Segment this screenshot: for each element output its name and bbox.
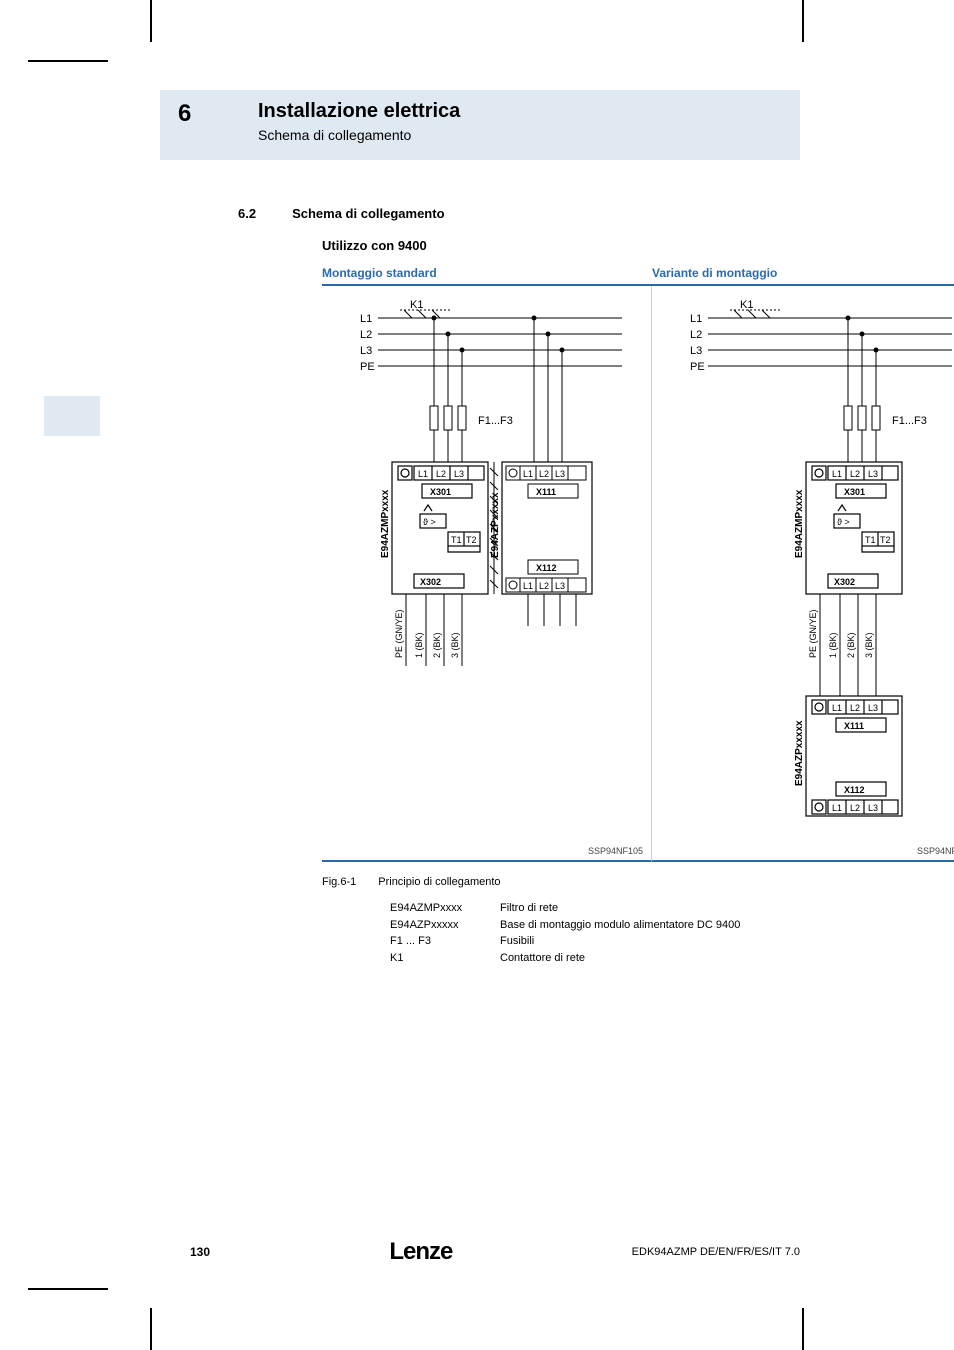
svg-text:L3: L3 [868, 703, 878, 713]
legend: E94AZMPxxxxFiltro di rete E94AZPxxxxxBas… [390, 900, 740, 966]
s-term-l2: L2 [539, 469, 549, 479]
svg-text:L1: L1 [832, 703, 842, 713]
theta-label: ϑ > [423, 517, 436, 527]
svg-text:L3: L3 [868, 803, 878, 813]
svg-text:X111: X111 [844, 721, 864, 731]
svg-text:ϑ >: ϑ > [837, 517, 850, 527]
crop-mark [28, 60, 108, 62]
chapter-header: 6 Installazione elettrica Schema di coll… [160, 90, 800, 160]
contactor-label-r: K1 [740, 299, 753, 311]
line-l2: L2 [360, 329, 372, 341]
filter-model-r: E94AZMPxxxx [794, 489, 805, 558]
filter-model: E94AZMPxxxx [380, 489, 391, 558]
usage-title: Utilizzo con 9400 [322, 238, 427, 253]
legend-row: K1Contattore di rete [390, 950, 740, 967]
svg-text:PE (GN/YE): PE (GN/YE) [808, 609, 818, 658]
svg-text:T2: T2 [880, 535, 891, 545]
fuses-label-r: F1...F3 [892, 415, 927, 427]
x111-label: X111 [536, 487, 556, 497]
svg-text:L1: L1 [832, 469, 842, 479]
figure-label: Fig.6-1 [322, 876, 356, 888]
legend-row: F1 ... F3Fusibili [390, 933, 740, 950]
schematic-variant: K1 L1 L2 L3 PE [652, 286, 954, 846]
svg-text:L3: L3 [868, 469, 878, 479]
svg-text:L1: L1 [832, 803, 842, 813]
wire-3: 3 (BK) [450, 632, 460, 658]
schematic-standard: K1 L1 L2 L3 PE [322, 286, 652, 846]
sb-term-l2: L2 [539, 581, 549, 591]
svg-text:L2: L2 [850, 803, 860, 813]
x301-label: X301 [430, 487, 451, 497]
wire-2: 2 (BK) [432, 632, 442, 658]
legend-row: E94AZPxxxxxBase di montaggio modulo alim… [390, 917, 740, 934]
sb-term-l3: L3 [555, 581, 565, 591]
chapter-title: Installazione elettrica [258, 100, 460, 123]
crop-mark [150, 1308, 152, 1350]
column2-title: Variante di montaggio [652, 266, 777, 280]
svg-text:L2: L2 [850, 469, 860, 479]
section-number: 6.2 [238, 206, 256, 221]
line-pe-r: PE [690, 361, 705, 373]
line-l1: L1 [360, 313, 372, 325]
fuses-label: F1...F3 [478, 415, 513, 427]
line-pe: PE [360, 361, 375, 373]
contactor-label: K1 [410, 299, 423, 311]
t1-label: T1 [451, 535, 462, 545]
svg-text:X301: X301 [844, 487, 865, 497]
line-l2-r: L2 [690, 329, 702, 341]
s-term-l1: L1 [523, 469, 533, 479]
supply-model-r: E94AZPxxxxx [794, 720, 805, 786]
side-tab [44, 396, 100, 436]
svg-text:1 (BK): 1 (BK) [828, 632, 838, 658]
chapter-number: 6 [178, 100, 258, 128]
term-l3: L3 [454, 469, 464, 479]
doc-code: EDK94AZMP DE/EN/FR/ES/IT 7.0 [632, 1246, 800, 1258]
line-l1-r: L1 [690, 313, 702, 325]
diagram-variant: K1 L1 L2 L3 PE [652, 286, 954, 862]
wire-1: 1 (BK) [414, 632, 424, 658]
page-footer: 130 Lenze EDK94AZMP DE/EN/FR/ES/IT 7.0 [190, 1238, 800, 1266]
chapter-subtitle: Schema di collegamento [258, 127, 460, 143]
wire-pe: PE (GN/YE) [394, 609, 404, 658]
figure-caption: Fig.6-1 Principio di collegamento [322, 876, 501, 888]
diagram-container: Montaggio standard Variante di montaggio… [322, 266, 954, 862]
svg-text:X112: X112 [844, 785, 865, 795]
line-l3-r: L3 [690, 345, 702, 357]
line-l3: L3 [360, 345, 372, 357]
sb-term-l1: L1 [523, 581, 533, 591]
s-term-l3: L3 [555, 469, 565, 479]
svg-text:X302: X302 [834, 577, 855, 587]
crop-mark [28, 1288, 108, 1290]
term-l1: L1 [418, 469, 428, 479]
crop-mark [150, 0, 152, 42]
svg-text:T1: T1 [865, 535, 876, 545]
ssp-code-r: SSP94NF105 [917, 846, 954, 856]
diagram-standard: K1 L1 L2 L3 PE [322, 286, 652, 862]
x302-label: X302 [420, 577, 441, 587]
crop-mark [802, 0, 804, 42]
svg-text:L2: L2 [850, 703, 860, 713]
term-l2: L2 [436, 469, 446, 479]
x112-label: X112 [536, 563, 557, 573]
svg-text:3 (BK): 3 (BK) [864, 632, 874, 658]
column1-title: Montaggio standard [322, 266, 652, 280]
ssp-code: SSP94NF105 [588, 846, 643, 856]
figure-text: Principio di collegamento [378, 876, 500, 888]
legend-row: E94AZMPxxxxFiltro di rete [390, 900, 740, 917]
svg-text:2 (BK): 2 (BK) [846, 632, 856, 658]
t2-label: T2 [466, 535, 477, 545]
brand-logo: Lenze [389, 1238, 452, 1266]
page-number: 130 [190, 1245, 210, 1259]
section-title: Schema di collegamento [292, 206, 444, 221]
crop-mark [802, 1308, 804, 1350]
section-heading: 6.2 Schema di collegamento [238, 206, 445, 221]
